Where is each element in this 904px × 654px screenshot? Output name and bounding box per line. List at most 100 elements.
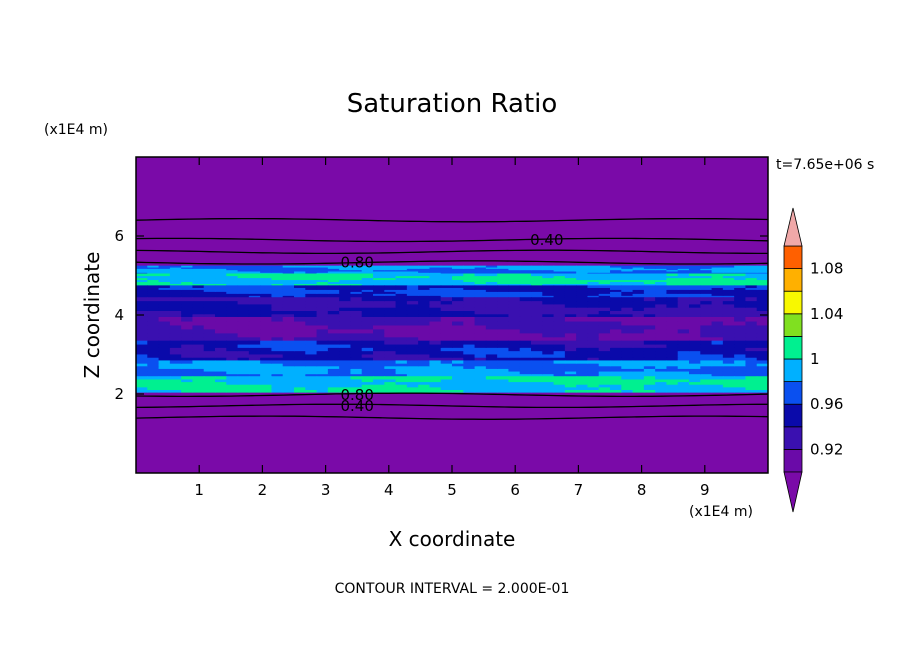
- heatmap-cell: [666, 347, 679, 352]
- heatmap-cell: [564, 277, 577, 281]
- heatmap-cell: [621, 266, 634, 269]
- heatmap-cell: [610, 270, 622, 273]
- heatmap-cell: [418, 365, 431, 369]
- x-tick-label: 2: [258, 481, 268, 499]
- heatmap-cell: [734, 376, 747, 380]
- heatmap-cell: [576, 368, 589, 372]
- heatmap-cell: [305, 285, 318, 288]
- heatmap-cell: [531, 283, 543, 286]
- heatmap-cell: [632, 347, 645, 352]
- heatmap-cell: [474, 269, 487, 272]
- heatmap-cell: [598, 384, 611, 388]
- heatmap-cell: [689, 360, 701, 364]
- heatmap-cell: [689, 300, 701, 305]
- heatmap-cell: [271, 266, 284, 269]
- heatmap-cell: [576, 265, 589, 268]
- heatmap-cell: [508, 370, 521, 375]
- heatmap-cell: [700, 291, 713, 294]
- heatmap-cell: [181, 285, 194, 288]
- heatmap-cell: [305, 350, 318, 355]
- heatmap-cell: [485, 272, 498, 275]
- heatmap-cell: [689, 287, 701, 290]
- x-axis-label: X coordinate: [389, 527, 516, 551]
- heatmap-cell: [564, 310, 577, 315]
- heatmap-cell: [327, 295, 340, 298]
- heatmap-cell: [689, 270, 701, 273]
- heatmap-cell: [576, 283, 589, 286]
- heatmap-cell: [316, 295, 329, 298]
- heatmap-cell: [621, 347, 634, 352]
- heatmap-cell: [564, 332, 577, 338]
- heatmap-cell: [610, 340, 622, 345]
- heatmap-cell: [147, 324, 160, 330]
- heatmap-cell: [248, 357, 261, 362]
- heatmap-cell: [384, 266, 397, 269]
- heatmap-cell: [215, 350, 227, 355]
- heatmap-cell: [700, 370, 713, 375]
- heatmap-cell: [508, 360, 521, 364]
- heatmap-cell: [610, 376, 622, 380]
- heatmap-cell: [508, 350, 521, 355]
- heatmap-cell: [350, 295, 363, 298]
- heatmap-cell: [497, 357, 510, 362]
- heatmap-cell: [316, 272, 329, 275]
- heatmap-cell: [531, 266, 543, 269]
- heatmap-cell: [440, 332, 453, 338]
- heatmap-cell: [474, 295, 487, 298]
- heatmap-cell: [373, 297, 385, 302]
- heatmap-cell: [215, 357, 227, 362]
- heatmap-cell: [350, 300, 363, 305]
- heatmap-cell: [384, 268, 397, 271]
- heatmap-cell: [305, 279, 318, 283]
- heatmap-cell: [497, 360, 510, 364]
- heatmap-cell: [542, 332, 555, 338]
- heatmap-cell: [621, 283, 634, 286]
- heatmap-cell: [553, 313, 566, 318]
- heatmap-cell: [711, 272, 724, 275]
- heatmap-cell: [158, 289, 171, 292]
- heatmap-cell: [452, 357, 464, 362]
- heatmap-cell: [192, 360, 205, 364]
- heatmap-cell: [553, 332, 566, 338]
- heatmap-cell: [294, 277, 306, 281]
- heatmap-cell: [282, 316, 295, 322]
- heatmap-cell: [373, 340, 385, 345]
- heatmap-cell: [576, 384, 589, 388]
- heatmap-cell: [711, 357, 724, 362]
- heatmap-cell: [136, 373, 148, 377]
- heatmap-cell: [169, 291, 182, 294]
- heatmap-cell: [237, 365, 250, 369]
- heatmap-cell: [192, 300, 205, 305]
- heatmap-cell: [610, 357, 622, 362]
- heatmap-cell: [350, 365, 363, 369]
- heatmap-cell: [474, 343, 487, 348]
- heatmap-cell: [237, 287, 250, 290]
- heatmap-cell: [192, 328, 205, 334]
- heatmap-cell: [192, 340, 205, 345]
- heatmap-cell: [677, 281, 690, 284]
- heatmap-cell: [248, 266, 261, 269]
- heatmap-cell: [440, 373, 453, 377]
- heatmap-cell: [215, 389, 227, 393]
- heatmap-cell: [248, 328, 261, 334]
- heatmap-cell: [564, 285, 577, 288]
- heatmap-cell: [158, 353, 171, 358]
- heatmap-cell: [564, 293, 577, 296]
- heatmap-cell: [508, 328, 521, 334]
- heatmap-cell: [305, 300, 318, 305]
- heatmap-cell: [215, 285, 227, 288]
- heatmap-cell: [542, 384, 555, 388]
- heatmap-cell: [485, 378, 498, 383]
- heatmap-cell: [497, 363, 510, 367]
- heatmap-cell: [350, 363, 363, 367]
- heatmap-cell: [621, 365, 634, 369]
- heatmap-cell: [531, 279, 543, 283]
- heatmap-cell: [373, 381, 385, 385]
- heatmap-cell: [215, 273, 227, 277]
- heatmap-cell: [485, 347, 498, 352]
- heatmap-cell: [136, 363, 148, 367]
- heatmap-cell: [248, 343, 261, 348]
- heatmap-cell: [519, 272, 532, 275]
- heatmap-cell: [429, 277, 442, 281]
- heatmap-cell: [169, 275, 182, 279]
